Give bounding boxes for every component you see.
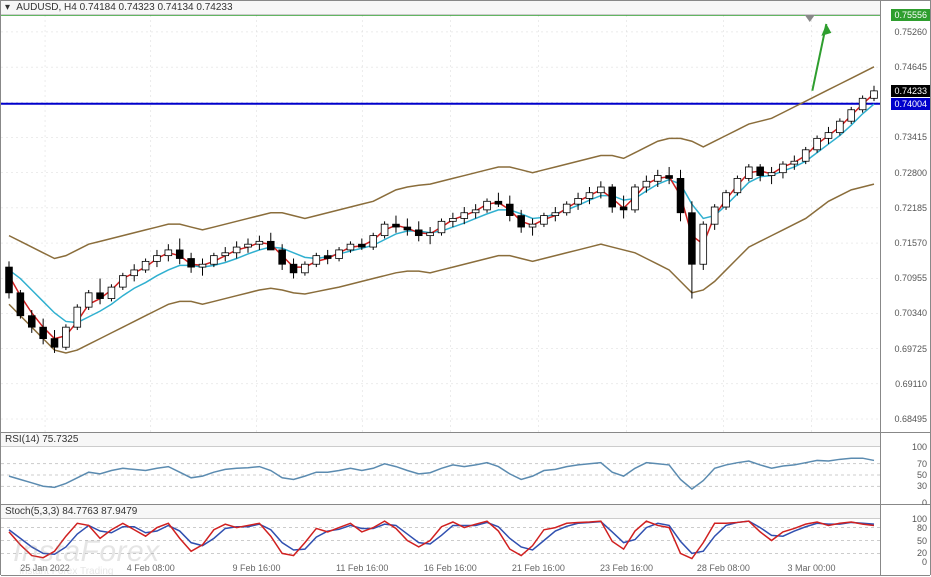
rsi-tick-label: 30: [917, 481, 927, 491]
main-header: ▾ AUDUSD, H4 0.74184 0.74323 0.74134 0.7…: [1, 1, 880, 15]
x-tick-label: 21 Feb 16:00: [512, 563, 565, 573]
y-tick-label: 0.72800: [894, 168, 927, 178]
x-tick-label: 28 Feb 08:00: [697, 563, 750, 573]
rsi-header: RSI(14) 75.7325: [1, 433, 880, 447]
x-tick-label: 9 Feb 16:00: [232, 563, 280, 573]
y-tick-label: 0.75260: [894, 27, 927, 37]
x-tick-label: 25 Jan 2022: [20, 563, 70, 573]
x-tick-label: 4 Feb 08:00: [127, 563, 175, 573]
current-price-label: 0.74233: [891, 85, 930, 97]
x-tick-label: 11 Feb 16:00: [336, 563, 388, 573]
price-level-label: 0.75556: [891, 9, 930, 21]
stoch-panel[interactable]: Stoch(5,3,3) 84.7763 87.9479 InstaForex …: [1, 505, 930, 576]
stoch-tick-label: 0: [922, 557, 927, 567]
x-tick-label: 23 Feb 16:00: [600, 563, 653, 573]
rsi-panel[interactable]: RSI(14) 75.7325 1007050300: [1, 433, 930, 505]
stoch-header-text: Stoch(5,3,3) 84.7763 87.9479: [5, 506, 137, 517]
y-tick-label: 0.72185: [894, 203, 927, 213]
y-tick-label: 0.73415: [894, 132, 927, 142]
y-tick-label: 0.69110: [895, 379, 927, 389]
main-plot-area[interactable]: [1, 1, 880, 432]
price-level-label: 0.74004: [891, 98, 930, 110]
chart-container: ▾ AUDUSD, H4 0.74184 0.74323 0.74134 0.7…: [0, 0, 931, 575]
rsi-header-text: RSI(14) 75.7325: [5, 434, 78, 445]
rsi-tick-label: 100: [912, 442, 927, 452]
y-tick-label: 0.68495: [894, 414, 927, 424]
stoch-y-axis: 1008050200: [880, 505, 930, 575]
y-tick-label: 0.70340: [894, 308, 927, 318]
x-tick-label: 3 Mar 00:00: [788, 563, 836, 573]
stoch-header: Stoch(5,3,3) 84.7763 87.9479: [1, 505, 880, 519]
x-tick-label: 16 Feb 16:00: [424, 563, 477, 573]
rsi-y-axis: 1007050300: [880, 433, 930, 504]
rsi-tick-label: 50: [917, 470, 927, 480]
main-svg: [1, 1, 882, 433]
main-header-text: AUDUSD, H4 0.74184 0.74323 0.74134 0.742…: [16, 2, 232, 13]
main-price-panel[interactable]: ▾ AUDUSD, H4 0.74184 0.74323 0.74134 0.7…: [1, 1, 930, 433]
y-tick-label: 0.74645: [894, 62, 927, 72]
rsi-tick-label: 70: [917, 459, 927, 469]
main-y-axis: 0.68495 0.69110 0.69725 0.70340 0.70955 0.715…: [880, 1, 930, 432]
stoch-tick-label: 50: [917, 536, 927, 546]
y-tick-label: 0.71570: [894, 238, 927, 248]
y-tick-label: 0.69725: [894, 344, 927, 354]
stoch-tick-label: 80: [917, 523, 927, 533]
y-tick-label: 0.70955: [894, 273, 927, 283]
chevron-down-icon[interactable]: ▾: [5, 1, 10, 15]
